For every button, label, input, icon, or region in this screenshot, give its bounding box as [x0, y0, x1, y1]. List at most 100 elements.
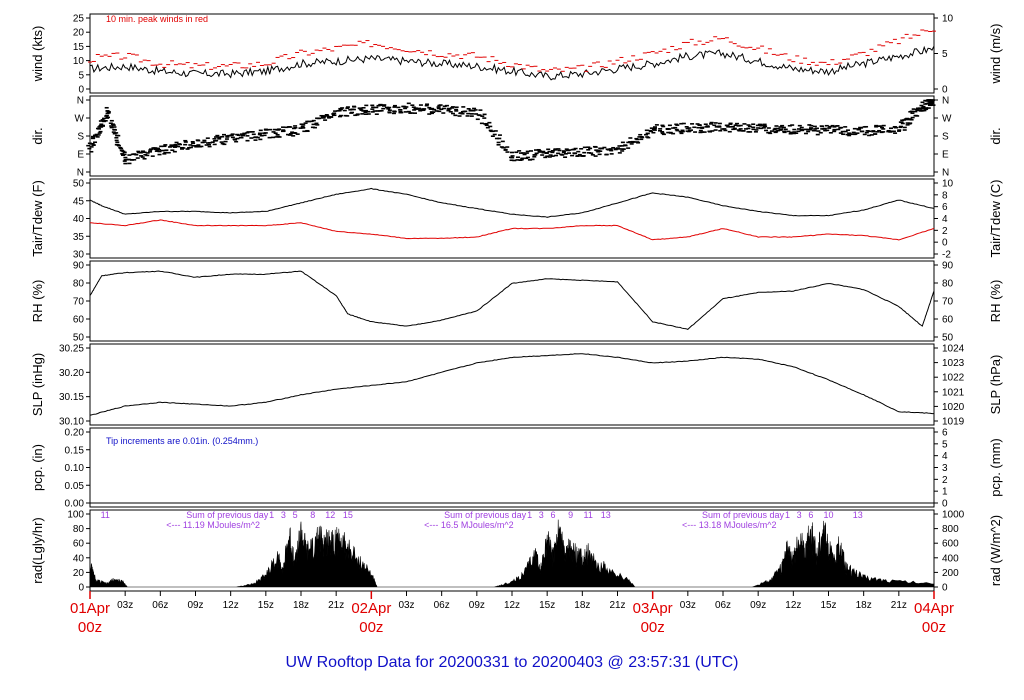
- day-label-date: 04Apr: [914, 600, 954, 617]
- sun-hour-label: 1: [785, 510, 790, 520]
- panel-frame-slp: [89, 343, 935, 426]
- x-tick-label: 03z: [680, 600, 696, 611]
- right-tick-label: 10: [942, 14, 954, 25]
- left-tick-label: 30.20: [59, 368, 84, 379]
- left-tick-label: 25: [73, 14, 85, 25]
- y-axis-title-left: wind (kts): [30, 26, 45, 83]
- x-tick-label: 09z: [187, 600, 203, 611]
- left-tick-label: 20: [73, 568, 85, 579]
- right-tick-label: 4: [942, 214, 948, 225]
- series-line-slp: [89, 353, 934, 416]
- y-axis-title-right: pcp. (mm): [988, 438, 1003, 497]
- right-tick-label: 2: [942, 475, 948, 486]
- right-tick-label: 10: [942, 179, 954, 190]
- y-axis-title-left: rad(Lgly/hr): [30, 517, 45, 583]
- y-axis-title-left: Tair/Tdew (F): [30, 180, 45, 257]
- left-tick-label: 20: [73, 28, 85, 39]
- x-tick-label: 09z: [750, 600, 766, 611]
- sun-hour-label: 13: [601, 510, 611, 520]
- left-tick-label: N: [77, 96, 84, 107]
- sun-hour-label: 3: [797, 510, 802, 520]
- left-tick-label: 0.15: [65, 445, 85, 456]
- left-tick-label: 15: [73, 42, 85, 53]
- daily-sum-value: <--- 16.5 MJoules/m^2: [424, 520, 514, 530]
- panel-frame-rh: [89, 260, 935, 342]
- sun-hour-label: 9: [568, 510, 573, 520]
- right-tick-label: 90: [942, 261, 954, 272]
- x-tick-label: 09z: [469, 600, 485, 611]
- left-tick-label: 0: [78, 85, 84, 96]
- x-tick-label: 03z: [117, 600, 133, 611]
- right-tick-label: N: [942, 96, 949, 107]
- left-tick-label: 5: [78, 70, 84, 81]
- left-tick-label: 80: [73, 279, 85, 290]
- sun-hour-label: 3: [281, 510, 286, 520]
- sun-hour-label: 11: [584, 510, 593, 520]
- daily-sum-value: <--- 11.19 MJoules/m^2: [166, 520, 260, 530]
- y-axis-title-right: Tair/Tdew (C): [988, 179, 1003, 257]
- x-tick-label: 15z: [539, 600, 555, 611]
- left-tick-label: 50: [73, 333, 85, 344]
- right-tick-label: 70: [942, 297, 954, 308]
- series-line-rh: [89, 270, 935, 330]
- left-tick-label: 0.20: [65, 428, 85, 439]
- right-tick-label: 1023: [942, 358, 965, 369]
- left-tick-label: E: [77, 150, 84, 161]
- left-tick-label: 45: [73, 196, 85, 207]
- sun-hour-label: 5: [293, 510, 298, 520]
- y-axis-title-left: pcp. (in): [30, 444, 45, 491]
- left-tick-label: 0: [78, 583, 84, 594]
- sun-hour-label: 6: [808, 510, 813, 520]
- left-tick-label: N: [77, 168, 84, 179]
- right-tick-label: 1: [942, 487, 948, 498]
- x-tick-label: 03z: [398, 600, 414, 611]
- left-tick-label: 30.25: [59, 344, 84, 355]
- y-axis-title-left: RH (%): [30, 280, 45, 323]
- x-tick-label: 06z: [152, 600, 168, 611]
- sun-hour-label: 3: [539, 510, 544, 520]
- left-tick-label: 50: [73, 179, 85, 190]
- daily-sum-label: Sum of previous day: [186, 510, 269, 520]
- left-tick-label: 60: [73, 539, 85, 550]
- right-tick-label: -2: [942, 250, 951, 261]
- left-tick-label: 0.10: [65, 463, 85, 474]
- x-tick-label: 12z: [223, 600, 239, 611]
- radiation-area: [89, 519, 935, 588]
- x-tick-label: 21z: [328, 600, 344, 611]
- right-tick-label: 1024: [942, 344, 965, 355]
- right-tick-label: S: [942, 132, 949, 143]
- series-line-wind-speed: [89, 45, 935, 81]
- right-tick-label: 0: [942, 499, 948, 510]
- x-tick-label: 21z: [609, 600, 625, 611]
- x-tick-label: 06z: [434, 600, 450, 611]
- right-tick-label: 600: [942, 539, 959, 550]
- day-label-date: 01Apr: [70, 600, 110, 617]
- left-tick-label: S: [77, 132, 84, 143]
- x-tick-label: 06z: [715, 600, 731, 611]
- right-tick-label: 1021: [942, 387, 965, 398]
- x-tick-label: 12z: [504, 600, 520, 611]
- series-line-tdew: [89, 219, 935, 241]
- x-tick-label: 15z: [820, 600, 836, 611]
- right-tick-label: 1000: [942, 510, 965, 521]
- x-tick-label: 18z: [856, 600, 872, 611]
- right-tick-label: 0: [942, 583, 948, 594]
- sun-hour-label: 8: [310, 510, 315, 520]
- y-axis-title-right: wind (m/s): [988, 24, 1003, 85]
- panel-wind: 0 5 10 15 20 25 0 5 10 wind (kts) wind (m/s) 10 min…: [30, 13, 1003, 96]
- right-tick-label: 5: [942, 439, 948, 450]
- x-axis: 03z 06z 09z 12z 15z 18z 21z 03z 06z 09z 12z 15z 18z 2…: [70, 591, 954, 636]
- right-tick-label: 80: [942, 279, 954, 290]
- left-tick-label: 100: [67, 510, 84, 521]
- sun-hour-label: 1: [269, 510, 274, 520]
- panel-frame-temp: [89, 178, 935, 259]
- x-tick-label: 18z: [574, 600, 590, 611]
- right-tick-label: 8: [942, 190, 948, 201]
- day-label-time: 00z: [78, 619, 102, 636]
- left-tick-label: 40: [73, 553, 85, 564]
- panel-rh: 50 60 70 80 90 50 60 70 80 90 RH (%) RH (%): [30, 260, 1003, 344]
- left-tick-label: 10: [73, 56, 85, 67]
